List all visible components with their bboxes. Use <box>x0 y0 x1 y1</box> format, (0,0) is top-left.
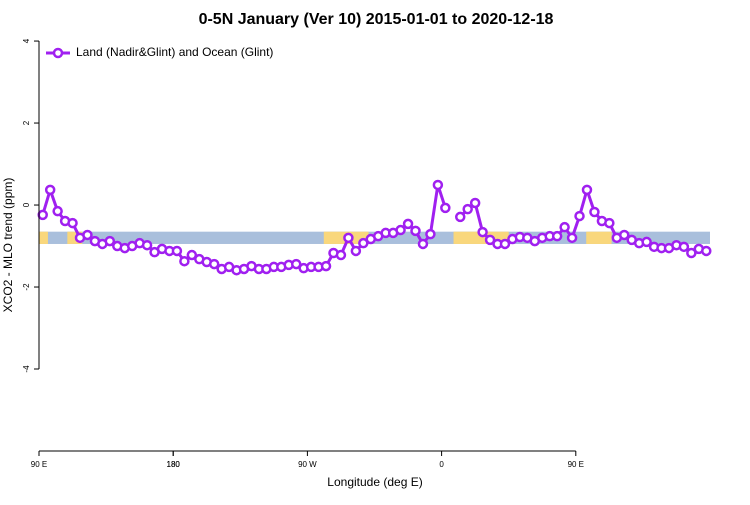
x-tick-label: 0 <box>439 460 444 469</box>
chart-title: 0-5N January (Ver 10) 2015-01-01 to 2020… <box>199 11 554 28</box>
data-point <box>208 258 220 270</box>
x-tick-label: 180 <box>167 460 181 469</box>
legend-label: Land (Nadir&Glint) and Ocean (Glint) <box>76 45 273 59</box>
data-point <box>641 236 652 248</box>
data-point <box>82 229 93 241</box>
data-point <box>141 239 153 251</box>
data-point <box>171 245 183 257</box>
y-tick-label: -2 <box>22 283 31 291</box>
data-point <box>454 211 466 223</box>
data-point <box>499 238 511 250</box>
data-point <box>104 235 116 247</box>
data-point <box>410 225 421 237</box>
data-point <box>44 184 56 196</box>
data-point <box>462 203 473 215</box>
data-point <box>425 228 436 240</box>
data-point <box>343 232 354 244</box>
data-point <box>469 197 481 209</box>
data-point <box>350 245 362 257</box>
data-point <box>432 179 444 191</box>
data-point <box>402 218 414 230</box>
data-point <box>559 221 570 233</box>
data-point <box>686 247 697 259</box>
data-point <box>186 249 198 261</box>
land-strip <box>39 231 48 244</box>
data-point <box>477 226 488 238</box>
x-tick-label: 90 E <box>31 460 47 469</box>
x-tick-label: 90 W <box>298 460 317 469</box>
data-point <box>604 217 615 229</box>
data-point <box>417 238 429 250</box>
x-tick-label: 90 E <box>568 460 584 469</box>
data-point <box>678 241 690 253</box>
data-point <box>358 237 369 249</box>
data-point <box>440 202 451 214</box>
data-point <box>619 229 630 241</box>
legend-marker <box>52 47 64 59</box>
data-point <box>574 210 585 222</box>
y-axis-label: XCO2 - MLO trend (ppm) <box>1 178 15 313</box>
data-point <box>589 206 600 218</box>
data-point <box>320 260 332 272</box>
data-point <box>37 209 48 221</box>
x-tick-label: 180 <box>167 460 181 469</box>
data-point <box>566 232 578 244</box>
data-point <box>581 184 593 196</box>
data-point <box>179 255 190 267</box>
data-point <box>335 249 347 261</box>
data-point <box>290 258 302 270</box>
y-tick-label: 2 <box>22 120 31 125</box>
y-tick-label: -4 <box>22 365 31 373</box>
data-point <box>52 205 63 217</box>
y-tick-label: 0 <box>22 202 31 207</box>
data-point <box>484 234 496 246</box>
data-point <box>67 217 78 229</box>
data-point <box>701 245 712 257</box>
data-point <box>551 230 563 242</box>
y-tick-label: 4 <box>22 38 31 43</box>
data-point <box>395 224 406 236</box>
x-axis-label: Longitude (deg E) <box>327 475 422 489</box>
land-strip <box>586 231 612 244</box>
